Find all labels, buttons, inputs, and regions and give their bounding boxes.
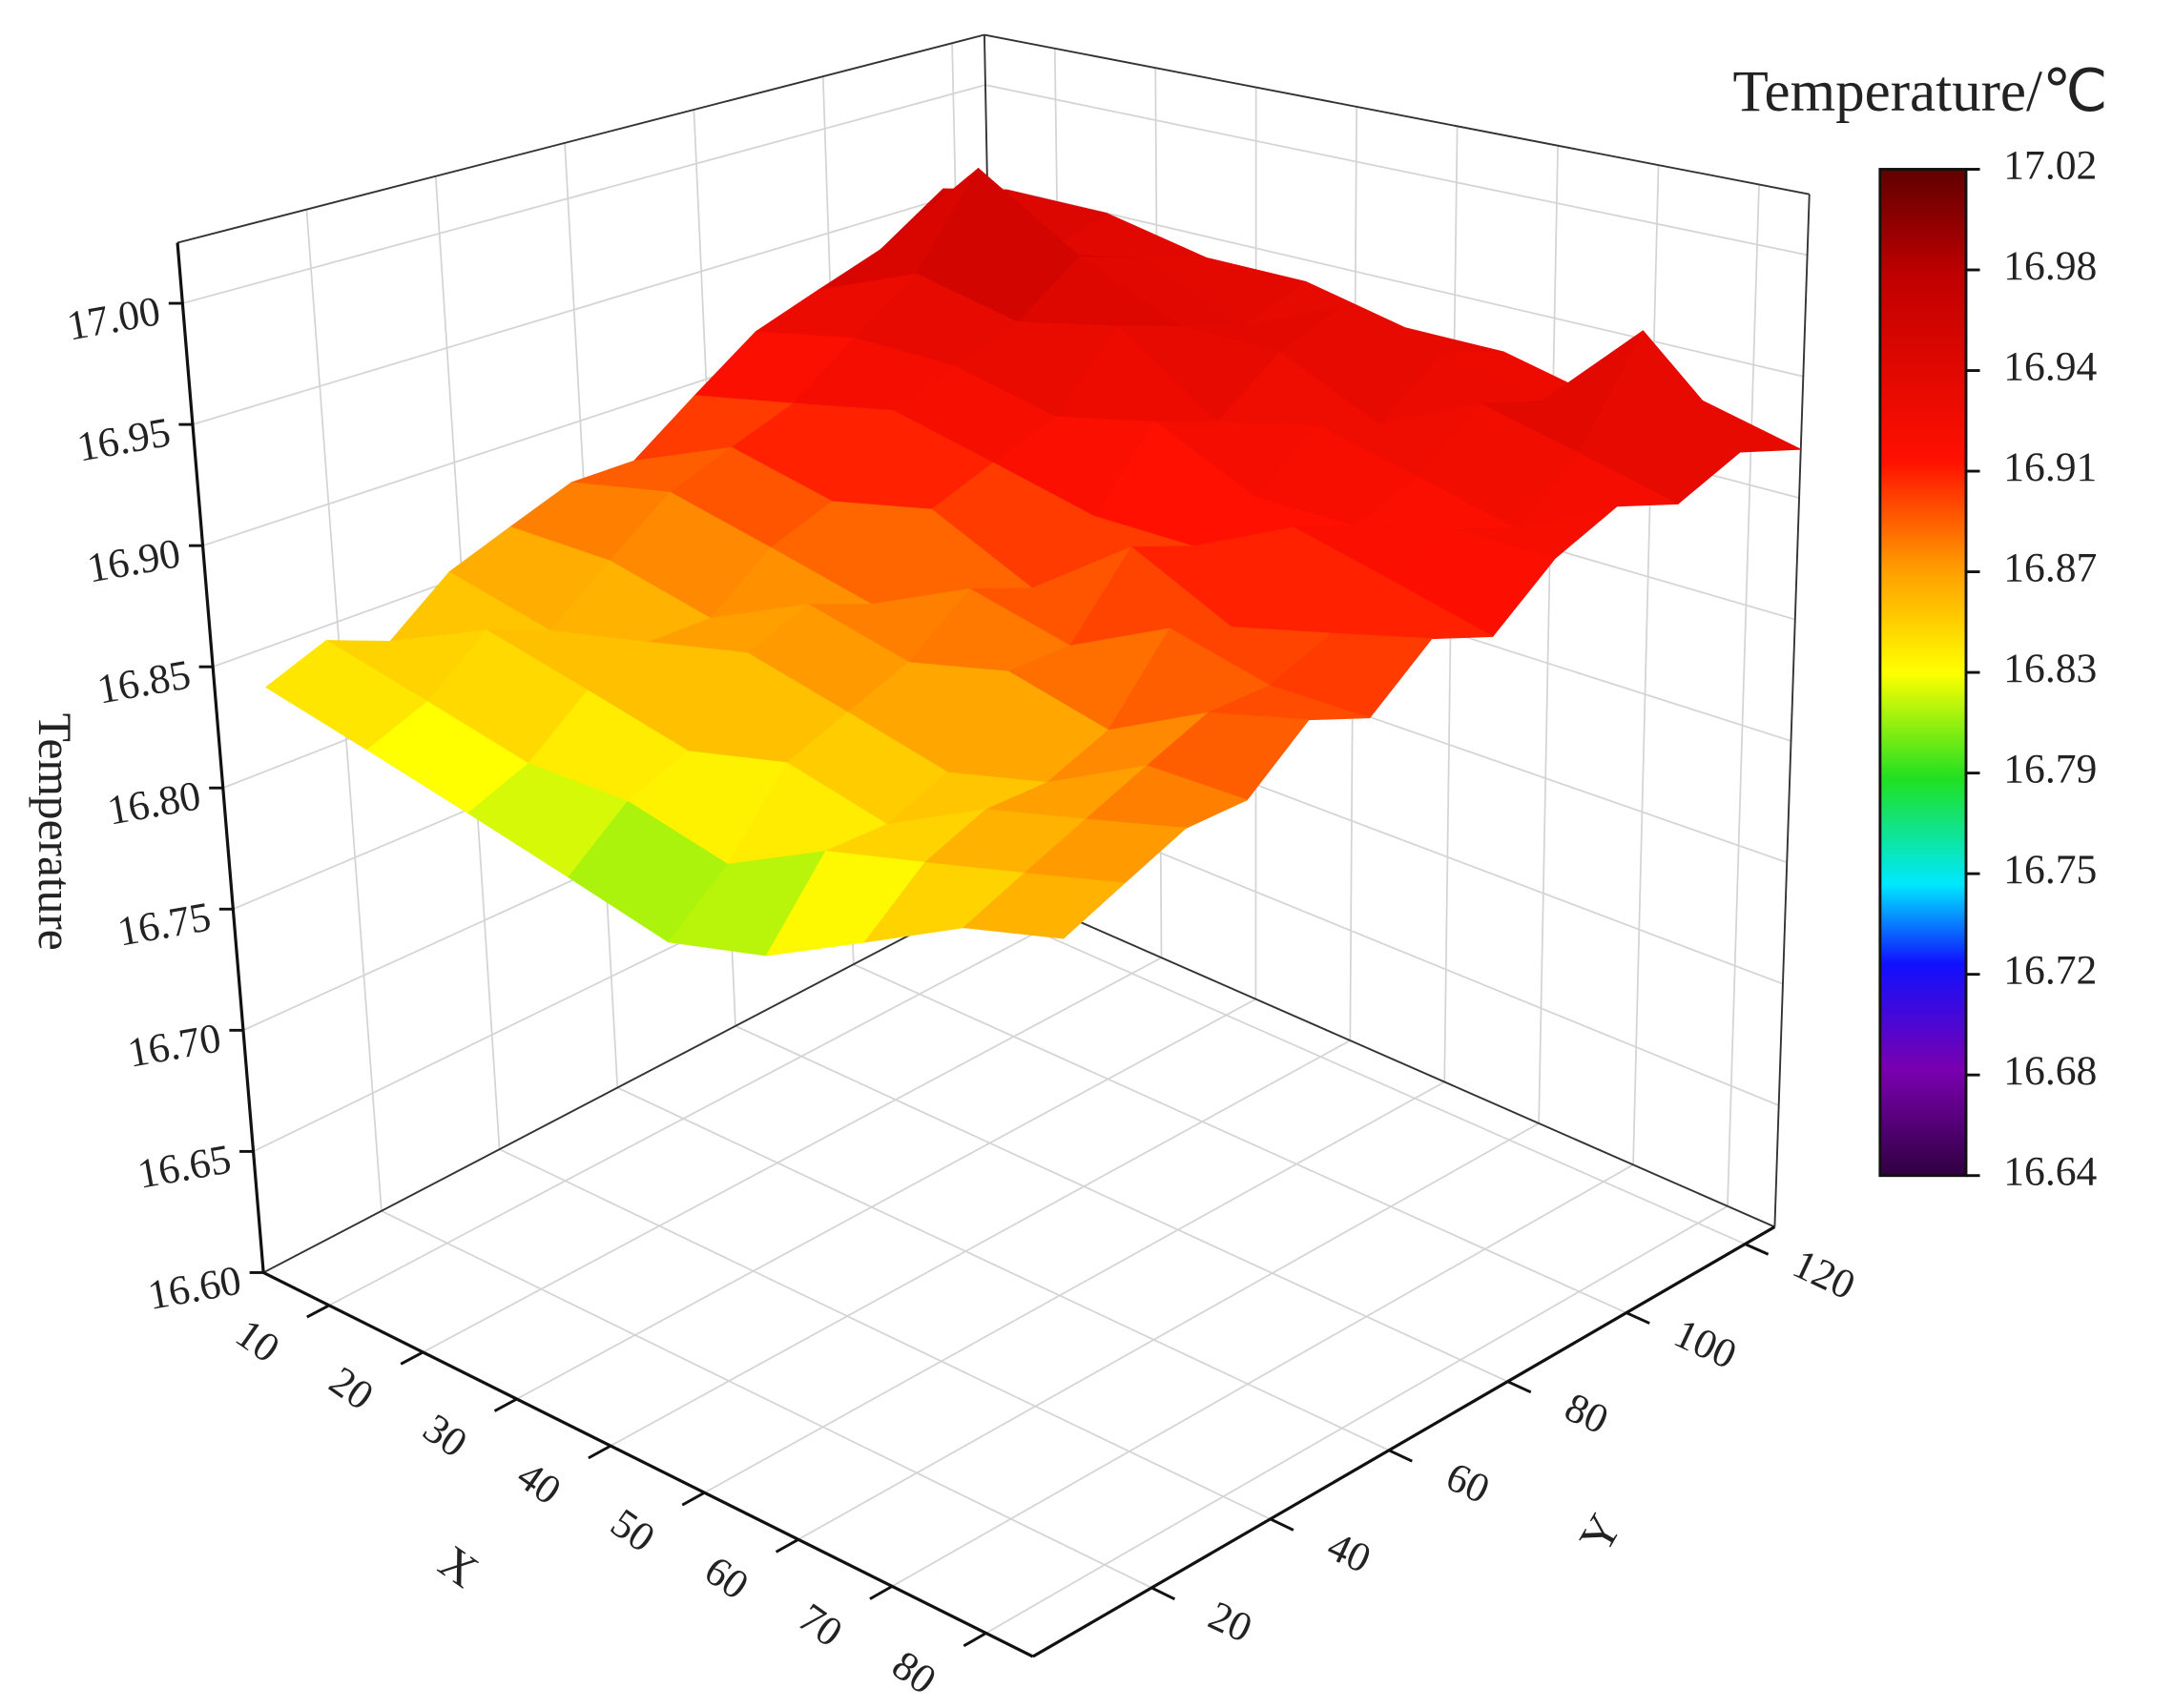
x-tick xyxy=(681,1491,706,1507)
colorbar-tick-label: 16.91 xyxy=(2003,444,2097,490)
y-tick xyxy=(1625,1311,1650,1325)
x-tick-label: 70 xyxy=(790,1595,850,1656)
x-tick-label: 30 xyxy=(415,1406,475,1467)
z-tick-label: 16.90 xyxy=(84,530,184,591)
y-axis-label: Y xyxy=(1569,1506,1631,1561)
z-axis xyxy=(176,242,265,1273)
grid-line xyxy=(422,957,1162,1353)
x-tick xyxy=(493,1397,518,1412)
grid-line xyxy=(1538,145,1559,1123)
y-tick-label: 60 xyxy=(1439,1453,1497,1513)
y-tick-label: 20 xyxy=(1202,1593,1259,1652)
surface-cell xyxy=(963,873,1126,939)
grid-line xyxy=(610,1039,1351,1447)
x-tick xyxy=(775,1538,799,1554)
box-edge xyxy=(983,33,1810,195)
grid-line xyxy=(971,901,1746,1245)
colorbar-tick-label: 16.72 xyxy=(2003,948,2097,994)
grid-line xyxy=(853,963,1627,1314)
x-tick-label: 20 xyxy=(321,1358,382,1419)
colorbar-tick-label: 16.64 xyxy=(2003,1149,2097,1195)
x-tick xyxy=(588,1444,611,1460)
colorbar-tick-label: 16.87 xyxy=(2003,545,2097,591)
grid-line xyxy=(516,998,1256,1400)
y-tick xyxy=(1150,1586,1176,1601)
colorbar-title: Temperature/℃ xyxy=(1733,60,2108,124)
grid-line xyxy=(797,1122,1540,1541)
x-tick-label: 10 xyxy=(227,1310,287,1371)
x-tick-label: 80 xyxy=(884,1642,944,1703)
x-tick-label: 60 xyxy=(696,1547,756,1608)
grid-line xyxy=(985,1205,1729,1635)
grid-line xyxy=(735,1025,1508,1383)
colorbar-tick-label: 16.83 xyxy=(2003,646,2097,691)
y-tick-label: 40 xyxy=(1320,1523,1377,1582)
grid-line xyxy=(891,1163,1634,1588)
grid-line xyxy=(1632,165,1660,1165)
colorbar xyxy=(1878,168,1968,1178)
colorbar-tick-label: 16.75 xyxy=(2003,847,2097,893)
x-axis-label: X xyxy=(429,1535,487,1598)
y-tick xyxy=(1388,1449,1413,1463)
y-tick-label: 100 xyxy=(1667,1310,1744,1378)
z-tick-label: 16.85 xyxy=(93,651,194,712)
grid-line xyxy=(381,1210,1152,1589)
colorbar-tick-label: 16.79 xyxy=(2003,747,2097,792)
y-tick-label: 80 xyxy=(1558,1384,1615,1443)
x-tick xyxy=(963,1632,987,1648)
y-tick xyxy=(1270,1517,1294,1532)
grid-line xyxy=(192,184,988,425)
grid-line xyxy=(704,1080,1445,1493)
z-tick-label: 16.60 xyxy=(144,1257,244,1318)
box-edge xyxy=(262,886,1002,1274)
grid-line xyxy=(499,1148,1272,1520)
grid-line xyxy=(984,84,1808,257)
x-tick xyxy=(400,1350,424,1366)
grid-line xyxy=(328,916,1068,1307)
box-edge xyxy=(1773,194,1811,1227)
y-tick xyxy=(1744,1243,1770,1256)
x-tick xyxy=(869,1585,893,1600)
grid-line xyxy=(986,184,1804,378)
colorbar-tick-label: 16.94 xyxy=(2003,344,2097,390)
y-tick xyxy=(1506,1380,1532,1394)
colorbar-tick-label: 16.98 xyxy=(2003,243,2097,289)
z-axis-label: Temperature xyxy=(29,713,81,951)
x-axis xyxy=(262,1271,1034,1658)
z-tick-label: 16.70 xyxy=(124,1015,224,1076)
x-tick-label: 50 xyxy=(603,1500,663,1561)
grid-line xyxy=(182,84,986,304)
grid-line xyxy=(616,1086,1390,1451)
x-tick-label: 40 xyxy=(508,1452,569,1513)
box-edge xyxy=(1001,886,1775,1228)
box-edge xyxy=(176,33,985,244)
x-tick xyxy=(306,1304,330,1319)
grid-line xyxy=(1727,184,1760,1206)
colorbar-tick-label: 17.02 xyxy=(2003,142,2097,188)
z-tick-label: 16.65 xyxy=(135,1136,235,1197)
z-tick-label: 17.00 xyxy=(64,288,164,349)
y-axis xyxy=(1032,1225,1776,1658)
colorbar-tick-label: 16.68 xyxy=(2003,1048,2097,1094)
z-tick-label: 16.75 xyxy=(114,894,215,955)
z-tick-label: 16.95 xyxy=(73,409,174,470)
z-tick-label: 16.80 xyxy=(104,772,204,833)
y-tick-label: 120 xyxy=(1786,1241,1862,1308)
